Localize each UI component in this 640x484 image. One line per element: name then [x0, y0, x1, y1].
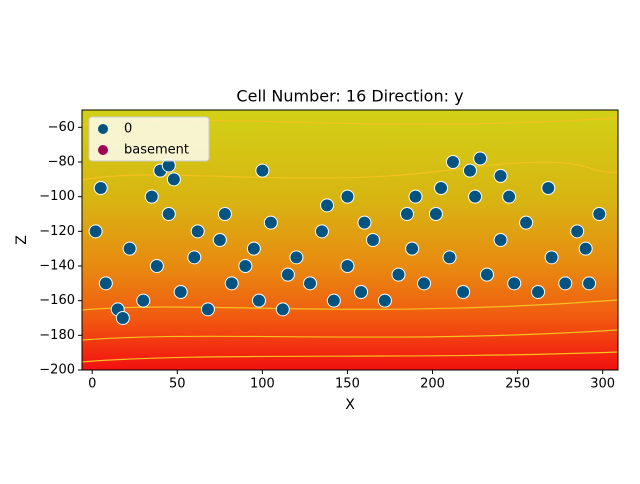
point [456, 285, 471, 299]
y-tick-label: −140 [39, 259, 75, 274]
point [340, 189, 355, 204]
point [357, 215, 372, 230]
legend-label: 0 [124, 122, 132, 137]
x-tick-label: 100 [250, 377, 275, 392]
point [405, 241, 420, 256]
point [468, 189, 483, 204]
y-tick-label: −160 [39, 293, 75, 308]
point [400, 207, 415, 221]
point [442, 250, 457, 265]
point [98, 276, 113, 291]
point [224, 276, 239, 291]
point [149, 259, 164, 273]
point [493, 168, 508, 183]
point [326, 293, 341, 308]
point [217, 207, 232, 221]
axes-frame [81, 109, 619, 371]
point [255, 163, 270, 178]
x-tick-label: 50 [169, 377, 186, 392]
point [507, 276, 522, 291]
x-tick-label: 200 [420, 377, 445, 392]
point [493, 233, 508, 247]
point [544, 250, 559, 265]
y-tick-label: −180 [39, 328, 75, 343]
chart-title: Cell Number: 16 Direction: y [236, 87, 463, 106]
point [377, 293, 392, 308]
point [289, 250, 304, 265]
point [275, 302, 290, 317]
point [238, 259, 253, 273]
point [445, 155, 460, 169]
y-tick-label: −80 [48, 155, 75, 170]
point [473, 151, 488, 166]
point [428, 207, 443, 221]
point [122, 241, 137, 256]
point [391, 267, 406, 282]
point [161, 207, 176, 221]
x-tick-label: 250 [505, 377, 530, 392]
point [531, 285, 546, 299]
point [541, 181, 556, 195]
y-tick-label: −60 [48, 120, 75, 135]
point [592, 207, 607, 221]
point [417, 276, 432, 291]
point [320, 198, 335, 213]
point [88, 224, 103, 239]
point [303, 276, 318, 291]
legend-marker [98, 145, 108, 155]
legend-box [88, 116, 210, 162]
point [144, 189, 159, 204]
point [578, 241, 593, 256]
y-tick-label: −200 [39, 363, 75, 378]
point [200, 302, 215, 317]
point [582, 276, 597, 291]
point [502, 189, 517, 204]
point [462, 163, 477, 178]
point [354, 285, 369, 299]
point [187, 250, 202, 265]
point [408, 189, 423, 204]
point [136, 293, 151, 308]
point [479, 267, 494, 282]
point [263, 215, 278, 230]
point [246, 241, 261, 256]
point [212, 233, 227, 247]
point [280, 267, 295, 282]
y-axis-label: Z [14, 235, 30, 245]
point [340, 259, 355, 273]
legend-label: basement [124, 143, 189, 158]
legend-marker [98, 124, 108, 134]
point [519, 215, 534, 230]
x-tick-label: 150 [335, 377, 360, 392]
y-tick-label: −120 [39, 224, 75, 239]
point [570, 224, 585, 239]
y-tick-label: −100 [39, 189, 75, 204]
point [173, 285, 188, 299]
point [558, 276, 573, 291]
point [314, 224, 329, 239]
point [190, 224, 205, 239]
point [434, 181, 449, 195]
x-tick-label: 300 [590, 377, 615, 392]
point [166, 172, 181, 187]
point [93, 181, 108, 195]
point [251, 293, 266, 308]
x-axis-label: X [345, 397, 355, 413]
point [115, 311, 130, 325]
x-tick-label: 0 [88, 377, 96, 392]
point [365, 233, 380, 247]
